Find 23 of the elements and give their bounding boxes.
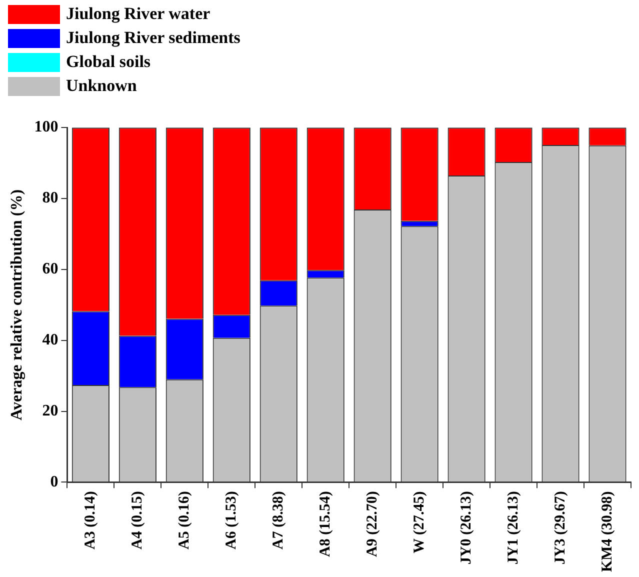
legend-label: Jiulong River water bbox=[66, 4, 210, 24]
y-tick-label: 0 bbox=[50, 473, 58, 490]
y-tick-label: 60 bbox=[42, 260, 58, 278]
x-tick-label: A5 (0.16) bbox=[176, 491, 193, 550]
x-tick-label: A6 (1.53) bbox=[224, 491, 240, 550]
x-tick-label: JY1 (26.13) bbox=[505, 491, 522, 565]
x-tick-label: JY0 (26.13) bbox=[458, 491, 474, 565]
x-tick-label: A9 (22.70) bbox=[364, 491, 380, 558]
legend-label: Global soils bbox=[66, 52, 151, 72]
legend-label: Unknown bbox=[66, 76, 137, 96]
y-tick-label: 20 bbox=[42, 402, 58, 420]
x-tick-label: A7 (8.38) bbox=[270, 491, 286, 550]
x-tick-label: A3 (0.14) bbox=[82, 491, 99, 550]
x-tick-label: JY3 (29.67) bbox=[552, 491, 568, 565]
y-tick-label: 100 bbox=[34, 118, 58, 136]
x-tick-label: A4 (0.15) bbox=[130, 491, 146, 550]
x-tick-label: W (27.45) bbox=[411, 491, 428, 554]
x-tick-label: KM4 (30.98) bbox=[599, 491, 616, 572]
y-tick-label: 40 bbox=[42, 331, 58, 348]
legend-label: Jiulong River sediments bbox=[66, 28, 240, 48]
y-tick-label: 80 bbox=[42, 190, 58, 207]
x-tick-label: A8 (15.54) bbox=[317, 491, 334, 558]
y-axis-title: Average relative contribution (%) bbox=[8, 189, 26, 420]
